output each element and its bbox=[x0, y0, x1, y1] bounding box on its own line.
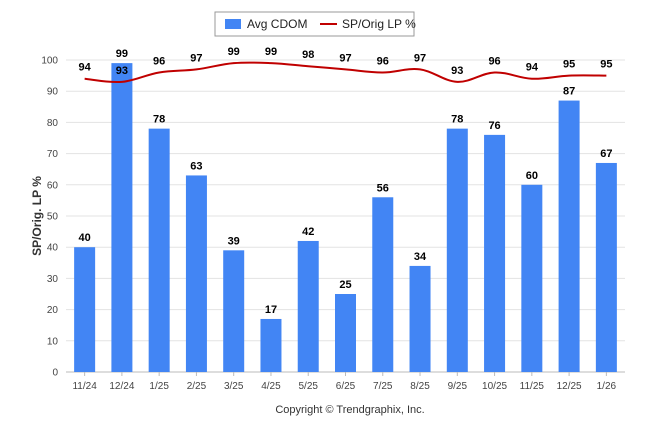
x-tick-label: 3/25 bbox=[224, 381, 244, 392]
bar-data-label: 67 bbox=[600, 148, 612, 160]
line-data-label: 98 bbox=[302, 49, 314, 61]
bar-data-label: 63 bbox=[190, 160, 202, 172]
y-tick-label: 50 bbox=[47, 212, 59, 223]
legend-label-avg-cdom[interactable]: Avg CDOM bbox=[247, 17, 307, 31]
bar[interactable] bbox=[446, 128, 468, 372]
x-tick-label: 5/25 bbox=[298, 381, 318, 392]
x-tick-label: 11/24 bbox=[72, 381, 97, 392]
y-tick-label: 20 bbox=[47, 305, 59, 316]
x-tick-label: 11/25 bbox=[520, 381, 545, 392]
legend-bar-swatch bbox=[225, 19, 241, 29]
y-tick-label: 100 bbox=[41, 56, 58, 67]
bar-data-label: 39 bbox=[228, 235, 240, 247]
bar-data-label: 60 bbox=[526, 170, 538, 182]
line-data-label: 97 bbox=[190, 52, 202, 64]
line-data-label: 97 bbox=[414, 52, 426, 64]
axis-layer: 0 10 20 30 40 50 60 70 80 90 100 11/24 12/24 1/25 2/25… bbox=[41, 56, 616, 393]
legend-box bbox=[214, 11, 415, 37]
line-data-label: 96 bbox=[488, 55, 500, 67]
bar[interactable] bbox=[74, 247, 96, 372]
line-data-label: 95 bbox=[600, 59, 612, 71]
line-data-label: 99 bbox=[228, 46, 240, 58]
line-data-label: 94 bbox=[79, 62, 92, 74]
line-data-label: 93 bbox=[116, 65, 128, 77]
bar-layer bbox=[74, 63, 617, 373]
y-tick-label: 80 bbox=[47, 118, 59, 129]
line-series-sp-orig-lp[interactable] bbox=[84, 61, 607, 84]
bar-data-label: 78 bbox=[451, 114, 463, 126]
y-tick-label: 10 bbox=[47, 336, 59, 347]
y-tick-label: 0 bbox=[52, 368, 58, 379]
x-tick-label: 7/25 bbox=[373, 381, 393, 392]
bar-data-label: 76 bbox=[488, 120, 500, 132]
bar[interactable] bbox=[260, 318, 282, 372]
y-tick-label: 90 bbox=[47, 87, 59, 98]
bar[interactable] bbox=[558, 100, 580, 372]
bar-data-label: 87 bbox=[563, 86, 575, 98]
bar[interactable] bbox=[297, 240, 319, 372]
x-tick-label: 10/25 bbox=[482, 381, 507, 392]
bar-data-label: 56 bbox=[377, 182, 389, 194]
bar-data-label: 17 bbox=[265, 304, 277, 316]
x-tick-label: 1/26 bbox=[597, 381, 617, 392]
line-data-label: 93 bbox=[451, 65, 463, 77]
line-data-label: 94 bbox=[526, 62, 539, 74]
y-axis-title: SP/Orig. LP % bbox=[30, 176, 44, 256]
bar[interactable] bbox=[185, 175, 207, 372]
x-tick-label: 6/25 bbox=[336, 381, 356, 392]
y-tick-label: 60 bbox=[47, 180, 59, 191]
bar[interactable] bbox=[148, 128, 170, 372]
x-tick-label: 1/25 bbox=[149, 381, 169, 392]
x-tick-label: 2/25 bbox=[187, 381, 207, 392]
bar[interactable] bbox=[372, 197, 394, 372]
bar[interactable] bbox=[111, 63, 133, 373]
bar-data-label: 25 bbox=[339, 279, 351, 291]
label-layer: 40 99 78 63 39 17 42 25 56 34 78 76 60 87 67 94 93 96 97 99… bbox=[79, 46, 613, 316]
line-data-label: 97 bbox=[339, 52, 351, 64]
bar[interactable] bbox=[223, 250, 245, 372]
bar-data-label: 78 bbox=[153, 114, 165, 126]
line-layer bbox=[84, 61, 607, 84]
x-tick-label: 12/25 bbox=[557, 381, 582, 392]
x-tick-label: 12/24 bbox=[109, 381, 134, 392]
line-data-label: 99 bbox=[265, 46, 277, 58]
y-tick-label: 30 bbox=[47, 274, 59, 285]
x-tick-label: 9/25 bbox=[448, 381, 468, 392]
x-tick-label: 4/25 bbox=[261, 381, 281, 392]
bar[interactable] bbox=[335, 294, 356, 372]
line-data-label: 96 bbox=[377, 55, 389, 67]
bar[interactable] bbox=[595, 162, 617, 372]
legend-label-sp-orig-lp[interactable]: SP/Orig LP % bbox=[342, 17, 416, 31]
copyright-footer: Copyright © Trendgraphix, Inc. bbox=[275, 404, 424, 416]
bar-data-label: 42 bbox=[302, 226, 314, 238]
line-data-label: 95 bbox=[563, 59, 575, 71]
y-tick-label: 70 bbox=[47, 149, 59, 160]
legend[interactable]: Avg CDOM SP/Orig LP % bbox=[214, 11, 416, 37]
line-data-label: 96 bbox=[153, 55, 165, 67]
bar-data-label: 34 bbox=[414, 251, 427, 263]
x-tick-label: 8/25 bbox=[410, 381, 430, 392]
bar-data-label: 99 bbox=[116, 48, 128, 60]
y-tick-label: 40 bbox=[47, 243, 59, 254]
bar[interactable] bbox=[521, 184, 543, 372]
bar[interactable] bbox=[409, 265, 431, 372]
bar[interactable] bbox=[484, 134, 506, 372]
bar-data-label: 40 bbox=[79, 232, 91, 244]
